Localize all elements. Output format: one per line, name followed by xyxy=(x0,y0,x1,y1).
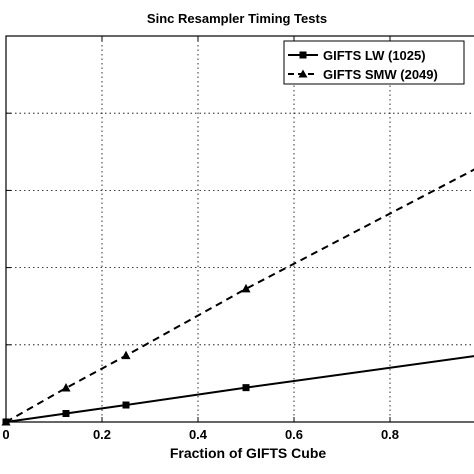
x-tick-label: 0.6 xyxy=(285,427,303,442)
data-point-square xyxy=(242,384,250,392)
plot-frame xyxy=(5,35,474,423)
x-tick-label: 0.4 xyxy=(189,427,208,442)
legend-label-smw: GIFTS SMW (2049) xyxy=(323,67,438,82)
chart-title: Sinc Resampler Timing Tests xyxy=(147,11,327,26)
data-point-triangle xyxy=(241,283,251,293)
data-point-square xyxy=(122,401,130,409)
legend-label-lw: GIFTS LW (1025) xyxy=(323,48,426,63)
x-tick-label: 0 xyxy=(2,427,9,442)
legend: GIFTS LW (1025) GIFTS SMW (2049) xyxy=(283,40,465,85)
series-line-0 xyxy=(5,355,474,423)
x-tick-label: 0.2 xyxy=(93,427,111,442)
legend-marker-lw xyxy=(299,51,307,59)
x-tick-label: 0.8 xyxy=(381,427,399,442)
data-point-triangle xyxy=(61,383,71,392)
x-axis-label: Fraction of GIFTS Cube xyxy=(170,445,327,461)
series-lines xyxy=(1,168,474,426)
data-point-triangle xyxy=(121,350,131,360)
data-point-square xyxy=(62,410,70,418)
legend-box xyxy=(283,40,465,85)
legend-marker-smw xyxy=(298,69,308,78)
series-line-1 xyxy=(5,168,474,423)
grid-lines xyxy=(6,36,474,422)
data-point-triangle xyxy=(1,417,11,426)
axis-ticks: 0 0.2 0.4 0.6 0.8 xyxy=(2,36,399,442)
